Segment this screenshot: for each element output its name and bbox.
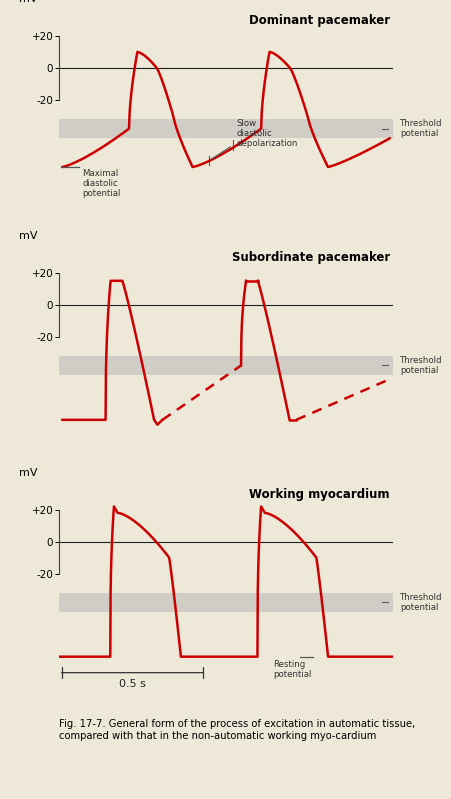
Text: mV: mV [18, 468, 37, 478]
Text: Subordinate pacemaker: Subordinate pacemaker [231, 251, 389, 264]
Text: Threshold
potential: Threshold potential [399, 593, 442, 612]
Text: Threshold
potential: Threshold potential [399, 119, 442, 138]
Bar [59, 593, 392, 612]
Text: mV: mV [18, 0, 37, 4]
Text: mV: mV [18, 231, 37, 241]
Bar [59, 356, 392, 375]
Text: Resting
potential: Resting potential [272, 660, 311, 679]
Text: Maximal
diastolic
potential: Maximal diastolic potential [82, 169, 120, 198]
Text: 0.5 s: 0.5 s [119, 679, 146, 689]
Text: Threshold
potential: Threshold potential [399, 356, 442, 376]
Text: Working myocardium: Working myocardium [249, 487, 389, 501]
Text: Fig. 17-7. General form of the process of excitation in automatic tissue, compar: Fig. 17-7. General form of the process o… [59, 719, 414, 741]
Text: Dominant pacemaker: Dominant pacemaker [248, 14, 389, 27]
Bar [59, 119, 392, 138]
Text: Slow
diastolic
depolarization: Slow diastolic depolarization [235, 119, 297, 149]
